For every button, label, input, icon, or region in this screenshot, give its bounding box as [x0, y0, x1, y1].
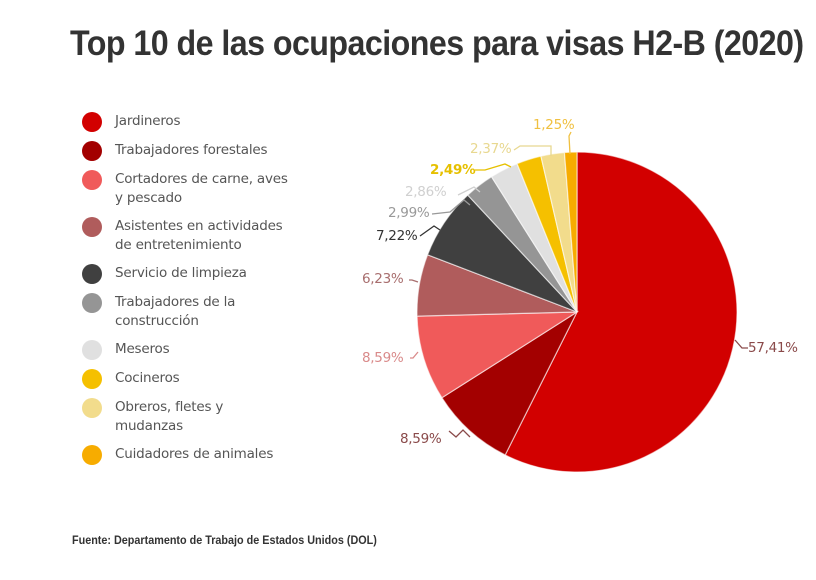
pie-value-label: 6,23%	[362, 271, 404, 287]
legend-label: Cocineros	[115, 370, 180, 386]
chart-title: Top 10 de las ocupaciones para visas H2-…	[70, 24, 804, 63]
legend-item-jardineros: Jardineros	[82, 112, 322, 132]
legend-dot-icon	[82, 369, 102, 389]
legend-label: Cuidadores de animales	[115, 446, 274, 462]
pie-value-label: 57,41%	[748, 340, 798, 356]
pie-value-label: 8,59%	[362, 350, 404, 366]
legend-label: Trabajadores forestales	[115, 142, 268, 158]
legend-dot-icon	[82, 170, 102, 190]
legend-item-cuidadores: Cuidadores de animales	[82, 445, 322, 465]
pie-value-labels: 57,41% 8,59% 8,59% 6,23% 7,22% 2,99% 2,86% 2,49…	[362, 117, 798, 447]
pie-slice	[441, 310, 579, 456]
legend-item-servicio-limpieza: Servicio de limpieza	[82, 264, 322, 284]
legend-item-cocineros: Cocineros	[82, 369, 322, 389]
legend-label-line2: mudanzas	[115, 418, 183, 434]
pie-value-label: 2,86%	[405, 184, 447, 200]
legend-dot-icon	[82, 217, 102, 237]
pie-value-label: 1,25%	[533, 117, 575, 133]
leader-line	[431, 199, 471, 215]
pie-slices	[416, 151, 738, 473]
legend-label: Jardineros	[115, 113, 181, 129]
legend-label: Meseros	[115, 341, 170, 357]
legend-item-trabajadores-forestales: Trabajadores forestales	[82, 141, 322, 161]
legend-label: Asistentes en actividades	[115, 218, 283, 234]
leader-line	[513, 145, 552, 156]
leader-line	[419, 225, 441, 237]
leader-line	[409, 279, 419, 283]
legend-label-line2: de entretenimiento	[115, 237, 242, 253]
legend-item-obreros: Obreros, fletes y mudanzas	[82, 398, 322, 436]
legend-label-line2: y pescado	[115, 190, 182, 206]
source-note: Fuente: Departamento de Trabajo de Estad…	[72, 533, 377, 547]
legend-label: Obreros, fletes y	[115, 399, 224, 415]
legend-dot-icon	[82, 264, 102, 284]
legend-item-cortadores: Cortadores de carne, aves y pescado	[82, 170, 322, 208]
pie-value-label: 8,59%	[400, 431, 442, 447]
leader-line	[410, 351, 419, 359]
pie-slice	[416, 311, 580, 399]
leader-line	[475, 163, 512, 171]
legend-dot-icon	[82, 445, 102, 465]
pie-value-label: 2,99%	[388, 205, 430, 221]
legend-label: Servicio de limpieza	[115, 265, 247, 281]
legend-dot-icon	[82, 141, 102, 161]
legend-item-meseros: Meseros	[82, 340, 322, 360]
leader-line	[568, 131, 572, 155]
leader-line	[734, 339, 748, 349]
legend-dot-icon	[82, 398, 102, 418]
leader-line	[448, 429, 471, 438]
legend-dot-icon	[82, 340, 102, 360]
label-leader-lines	[409, 131, 748, 438]
pie-slice	[504, 151, 738, 473]
legend-item-asistentes: Asistentes en actividades de entretenimi…	[82, 217, 322, 255]
legend-dot-icon	[82, 293, 102, 313]
legend: Jardineros Trabajadores forestales Corta…	[82, 112, 322, 474]
legend-label-line2: construcción	[115, 313, 199, 329]
pie-slice	[563, 151, 578, 313]
pie-value-label: 7,22%	[376, 228, 418, 244]
legend-label: Cortadores de carne, aves	[115, 171, 288, 187]
legend-item-construccion: Trabajadores de la construcción	[82, 293, 322, 331]
pie-value-label: 2,37%	[470, 141, 512, 157]
legend-dot-icon	[82, 112, 102, 132]
pie-value-label: 2,49%	[430, 162, 476, 178]
leader-line	[457, 186, 481, 196]
legend-label: Trabajadores de la	[115, 294, 236, 310]
